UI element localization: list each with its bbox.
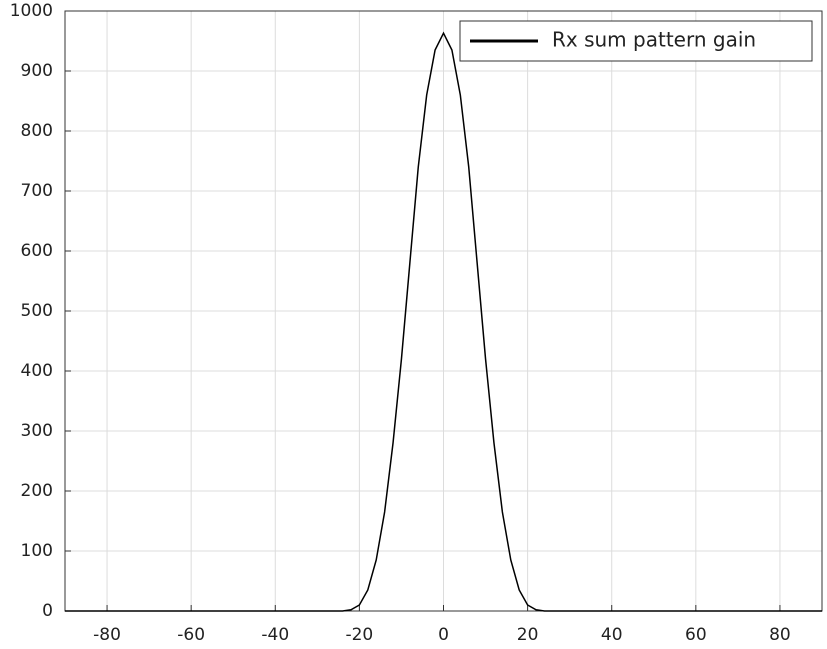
y-tick-label: 100	[21, 541, 53, 561]
axes-box	[64, 10, 823, 612]
y-tick-label: 500	[21, 301, 53, 321]
x-tick-label: 40	[601, 625, 623, 645]
x-tick-label: 0	[438, 625, 449, 645]
y-tick-label: 400	[21, 361, 53, 381]
legend-label: Rx sum pattern gain	[552, 28, 756, 52]
y-tick-label: 600	[21, 241, 53, 261]
y-tick-label: 900	[21, 61, 53, 81]
y-tick-label: 800	[21, 121, 53, 141]
y-tick-label: 700	[21, 181, 53, 201]
y-tick-label: 1000	[10, 1, 53, 21]
y-tick-label: 0	[42, 601, 53, 621]
x-tick-label: -20	[345, 625, 373, 645]
x-tick-label: 20	[517, 625, 539, 645]
x-tick-label: -60	[177, 625, 205, 645]
x-tick-label: 60	[685, 625, 707, 645]
y-tick-label: 300	[21, 421, 53, 441]
x-tick-label: -40	[261, 625, 289, 645]
x-tick-label: -80	[93, 625, 121, 645]
x-tick-label: 80	[769, 625, 791, 645]
legend: Rx sum pattern gain	[459, 20, 813, 62]
y-tick-label: 200	[21, 481, 53, 501]
line-series	[65, 31, 822, 612]
